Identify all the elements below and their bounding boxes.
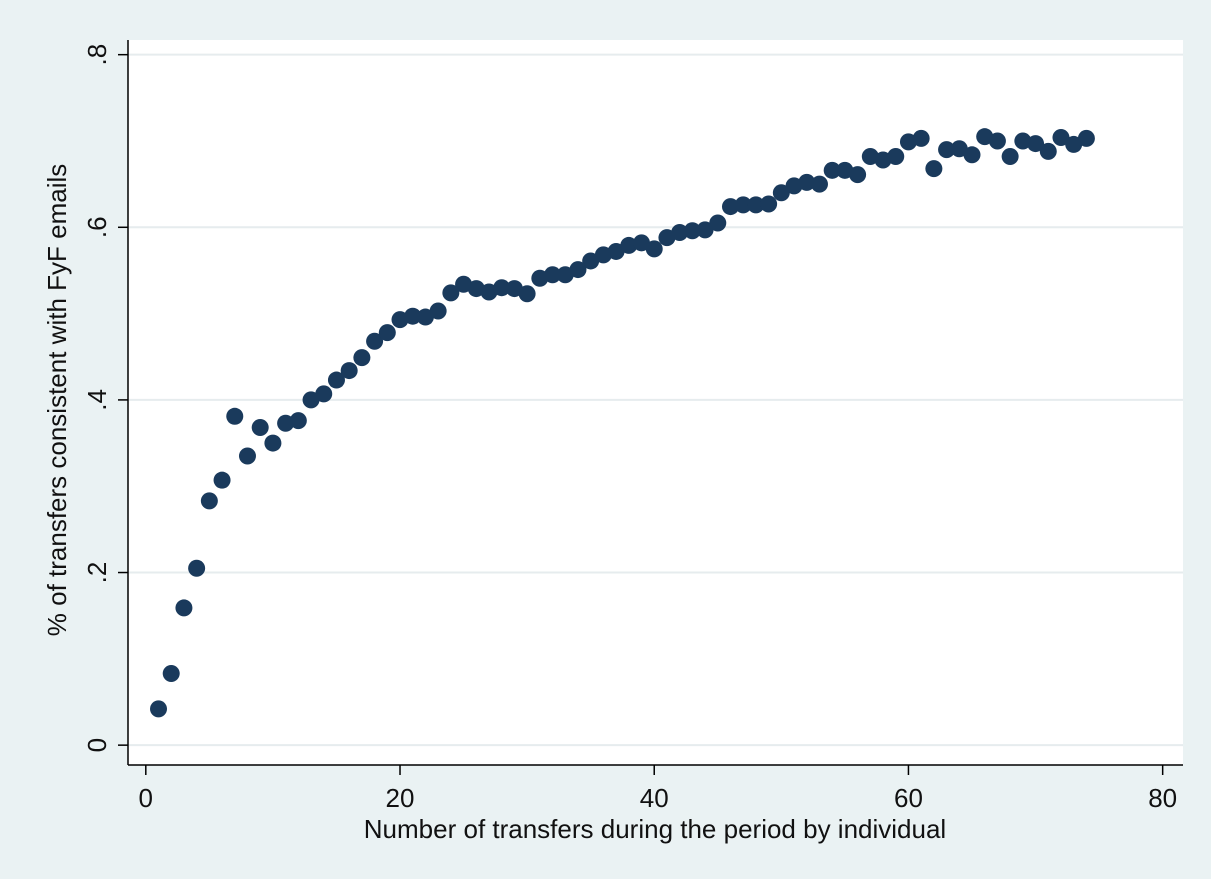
point [429,302,447,320]
point [582,252,600,270]
point [175,599,193,617]
point [162,665,180,683]
point [760,195,778,213]
y-tick-label: .8 [82,44,112,66]
point [518,285,536,303]
y-tick-label: 0 [82,738,112,752]
point [1065,135,1083,153]
point [988,132,1006,150]
point [607,242,625,260]
point [378,324,396,342]
point [849,166,867,184]
point [327,371,345,389]
point [696,221,714,239]
point [353,349,371,367]
point [289,412,307,430]
point [645,240,663,258]
point [315,385,333,403]
x-axis-title: Number of transfers during the period by… [364,814,946,844]
point [798,173,816,191]
point [302,391,320,409]
point [264,434,282,452]
y-tick-label: .4 [82,389,112,411]
point [658,229,676,247]
point [950,140,968,158]
point [251,419,269,437]
point [404,307,422,325]
point [569,261,587,279]
point [709,214,727,232]
point [200,492,218,510]
x-tick-label: 20 [386,783,415,813]
point [887,148,905,166]
point [238,447,256,465]
point [671,223,689,241]
point [823,161,841,179]
x-tick-label: 40 [640,783,669,813]
point [1052,129,1070,147]
point [150,700,168,718]
point [277,414,295,432]
x-tick-label: 0 [139,783,153,813]
point [721,198,739,216]
y-tick-label: .2 [82,562,112,584]
y-axis-title: % of transfers consistent with FyF email… [42,164,72,636]
point [912,129,930,147]
point [683,222,701,240]
point [925,160,943,178]
point [1039,142,1057,160]
point [188,559,206,577]
point [810,175,828,193]
point [442,284,460,302]
point [620,236,638,254]
point [493,279,511,297]
point [938,141,956,159]
point [213,471,231,489]
point [1014,132,1032,150]
point [340,362,358,380]
x-tick-label: 60 [894,783,923,813]
point [963,146,981,164]
point [556,266,574,284]
point [772,184,790,202]
point [1077,129,1095,147]
point [366,332,384,350]
point [633,234,651,252]
x-tick-label: 80 [1148,783,1177,813]
point [416,308,434,326]
point [505,280,523,298]
point [544,266,562,284]
point [226,407,244,425]
point [747,196,765,214]
y-tick-label: .6 [82,216,112,238]
point [1001,148,1019,166]
point [1027,135,1045,153]
point [734,196,752,214]
